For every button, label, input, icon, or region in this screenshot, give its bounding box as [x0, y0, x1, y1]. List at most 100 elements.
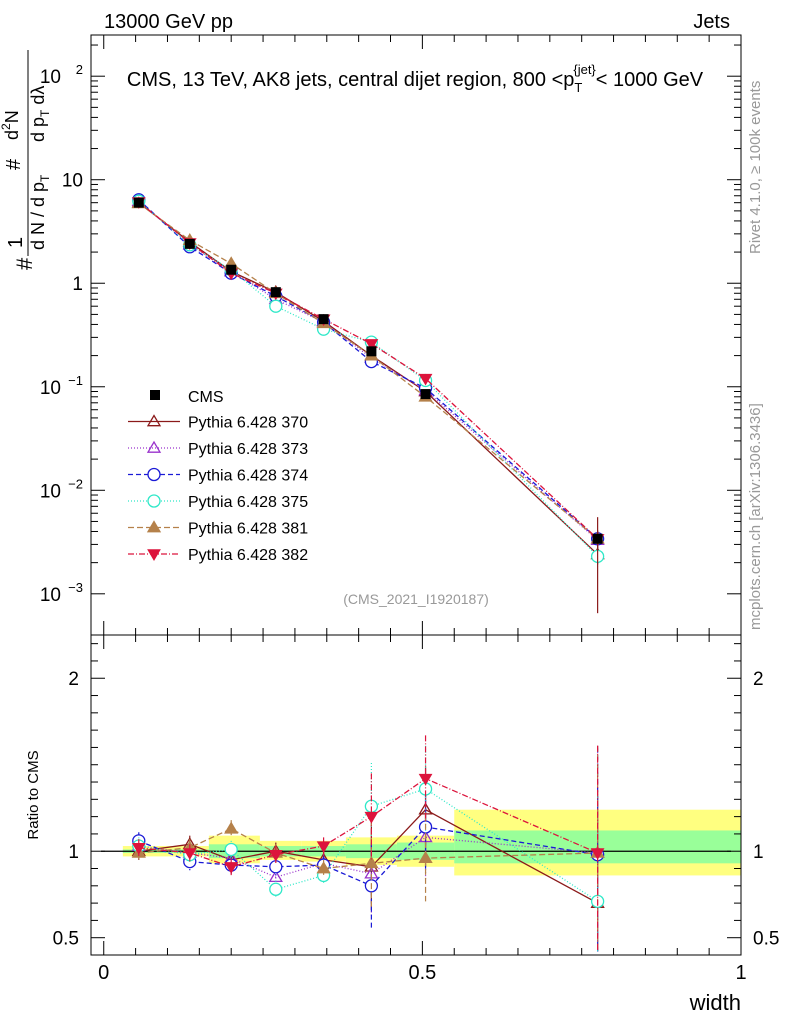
- ratio-marker: [224, 821, 239, 834]
- ratio-y-tick-label: 0.5: [53, 929, 79, 950]
- legend-marker: [147, 549, 161, 561]
- main-y-tick-label: 10: [62, 171, 83, 192]
- legend-marker: [146, 414, 162, 427]
- svg-text:d2N: d2N: [0, 110, 22, 140]
- main-y-tick-exponent: −1: [68, 373, 83, 388]
- legend-marker: [146, 440, 162, 453]
- ratio-series-line: [138, 828, 598, 870]
- svg-text:#: #: [3, 158, 25, 170]
- rivet-version-label: Rivet 4.1.0, ≥ 100k events: [747, 81, 764, 254]
- main-y-tick-exponent: −2: [68, 476, 83, 491]
- ratio-marker: [364, 856, 379, 869]
- series-line: [138, 201, 599, 540]
- series-marker: [418, 373, 433, 386]
- legend: CMS Pythia 6.428 370 Pythia 6.428 373 Pythi…: [128, 389, 308, 564]
- mcplots-source-label: mcplots.cern.ch [arXiv:1306.3436]: [747, 403, 764, 630]
- ratio-marker: [131, 843, 146, 855]
- ratio-y-axis-label: Ratio to CMS: [25, 750, 42, 839]
- cms-data-point: [420, 389, 431, 400]
- ratio-y-tick-label: 1: [68, 842, 79, 863]
- ratio-marker: [418, 850, 433, 863]
- series-line: [138, 202, 599, 540]
- legend-label: Pythia 6.428 370: [188, 415, 308, 432]
- ratio-series-layer: [131, 735, 605, 952]
- legend-entry: Pythia 6.428 382: [128, 547, 308, 564]
- series-line: [138, 202, 599, 555]
- legend-entry: Pythia 6.428 370: [128, 414, 308, 432]
- ratio-marker: [268, 849, 283, 862]
- legend-label: Pythia 6.428 373: [188, 441, 308, 458]
- cms-data-layer: [133, 197, 603, 544]
- ratio-axes: 0.5 0.5 1 1 2 2 0 0.5 1: [53, 635, 779, 984]
- main-y-tick-exponent: −3: [68, 580, 83, 595]
- ratio-series-line: [138, 808, 598, 904]
- main-y-tick-label: 10: [40, 67, 61, 88]
- svg-text:#: #: [12, 257, 37, 270]
- ratio-y-tick-label: 2: [68, 669, 79, 690]
- series-marker: [269, 299, 283, 313]
- ratio-x-axis-label: width: [689, 990, 741, 1015]
- main-y-tick-label: 10: [40, 481, 61, 502]
- legend-label: Pythia 6.428 382: [188, 547, 308, 564]
- ratio-plot-panel: 0.5 0.5 1 1 2 2 0 0.5 1 Ratio to CMS width: [25, 634, 779, 1015]
- uncertainty-bands: [101, 809, 741, 876]
- legend-marker: [147, 467, 161, 482]
- header-energy-label: 13000 GeV pp: [104, 11, 233, 33]
- analysis-id-label: (CMS_2021_I1920187): [343, 591, 489, 607]
- main-y-tick-label: 1: [72, 274, 83, 295]
- legend-label: Pythia 6.428 374: [188, 468, 308, 485]
- cms-data-point: [366, 346, 377, 357]
- ratio-x-tick-label: 0: [98, 962, 109, 984]
- legend-marker: [146, 520, 162, 533]
- legend-marker: [147, 494, 161, 508]
- ratio-series-line: [138, 826, 598, 887]
- cms-data-point: [592, 533, 603, 544]
- main-frame: [90, 34, 742, 636]
- ratio-marker: [182, 848, 197, 860]
- main-y-tick-label: 10: [40, 585, 61, 606]
- ratio-marker: [418, 773, 433, 786]
- series-line: [138, 199, 599, 540]
- ratio-x-tick-label: 1: [735, 962, 746, 984]
- legend-swatch: [150, 390, 160, 400]
- svg-text:d N / d pT: d N / d pT: [28, 174, 52, 250]
- cms-data-point: [270, 287, 281, 298]
- main-plot-panel: 10 −3 10 −2 10 −1 1 10 10 2 CMS, 13 TeV, AK8 jets…: [0, 34, 742, 636]
- header-category-label: Jets: [693, 11, 730, 33]
- legend-entry: Pythia 6.428 375: [128, 494, 308, 511]
- ratio-series-line: [138, 777, 598, 868]
- cms-data-point: [184, 238, 195, 249]
- legend-label: Pythia 6.428 375: [188, 494, 308, 511]
- ratio-series-line: [138, 836, 598, 878]
- ratio-marker: [224, 862, 239, 874]
- ratio-marker: [224, 842, 238, 857]
- ratio-marker: [316, 861, 331, 874]
- ratio-marker: [364, 811, 379, 824]
- main-axes: 10 −3 10 −2 10 −1 1 10 10 2: [40, 35, 742, 635]
- ratio-marker: [590, 848, 605, 860]
- main-y-tick-exponent: 2: [76, 62, 83, 77]
- legend-entry: CMS: [150, 389, 224, 406]
- svg-text:1: 1: [5, 237, 27, 248]
- legend-label: CMS: [188, 389, 224, 406]
- ratio-y-tick-label-right: 0.5: [753, 929, 779, 950]
- ratio-y-tick-label-right: 2: [753, 669, 764, 690]
- ratio-x-tick-label: 0.5: [408, 962, 436, 984]
- cms-data-point: [133, 197, 144, 208]
- series-line: [138, 200, 599, 557]
- series-marker: [364, 339, 379, 351]
- ratio-frame: [90, 634, 742, 956]
- main-chart-title: CMS, 13 TeV, AK8 jets, central dijet reg…: [127, 62, 704, 95]
- ratio-y-tick-label-right: 1: [753, 842, 764, 863]
- cms-data-point: [226, 264, 237, 275]
- main-y-tick-label: 10: [40, 378, 61, 399]
- legend-entry: Pythia 6.428 374: [128, 468, 308, 485]
- ratio-marker: [316, 841, 331, 854]
- legend-label: Pythia 6.428 381: [188, 521, 308, 538]
- cms-data-point: [318, 314, 329, 325]
- svg-text:d pT dλ: d pT dλ: [28, 86, 52, 142]
- legend-entry: Pythia 6.428 373: [128, 440, 308, 458]
- legend-entry: Pythia 6.428 381: [128, 520, 308, 538]
- ratio-marker: [269, 882, 283, 896]
